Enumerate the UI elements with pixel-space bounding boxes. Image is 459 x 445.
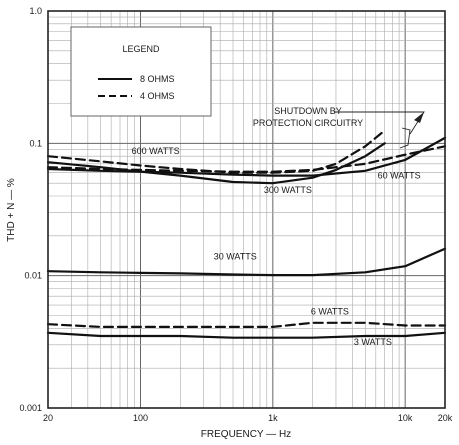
annotation-bracket	[399, 127, 411, 149]
y-tick-label: 0.001	[19, 403, 42, 413]
plot-frame	[47, 10, 446, 409]
legend: LEGEND 8 OHMS 4 OHMS	[70, 26, 212, 117]
series-lines	[46, 129, 447, 339]
y-tick-label: 0.01	[24, 271, 42, 281]
annotation-text: PROTECTION CIRCUITRY	[253, 118, 363, 128]
y-tick-label: 0.1	[29, 138, 42, 148]
x-tick-label: 20	[43, 413, 53, 423]
curve-labels: 600 WATTS 300 WATTS 60 WATTS 30 WATTS 6 WATT…	[132, 146, 421, 347]
x-tick-label: 100	[133, 413, 148, 423]
shutdown-annotation: SHUTDOWN BY PROTECTION CIRCUITRY	[253, 106, 425, 149]
x-tick-label: 1k	[268, 413, 278, 423]
curve-label: 600 WATTS	[132, 146, 180, 156]
x-tick-label: 20k	[438, 413, 453, 423]
series-line	[46, 247, 447, 277]
x-tick-label: 10k	[398, 413, 413, 423]
curve-label: 3 WATTS	[354, 337, 392, 347]
series-line	[46, 331, 447, 339]
x-axis-title: FREQUENCY — Hz	[201, 429, 291, 440]
annotation-text: SHUTDOWN BY	[274, 106, 342, 116]
axis-tick-labels: 20 100 1k 10k 20k 1.0 0.1 0.01 0.001	[19, 6, 452, 423]
series-line	[46, 145, 447, 173]
series-line	[46, 321, 447, 328]
legend-entry-label: 8 OHMS	[140, 74, 175, 84]
legend-title: LEGEND	[122, 44, 160, 54]
legend-entry-label: 4 OHMS	[140, 91, 175, 101]
curve-label: 6 WATTS	[311, 306, 349, 316]
series-line	[46, 136, 447, 177]
curve-label: 60 WATTS	[378, 171, 421, 181]
y-axis-title: THD + N — %	[6, 178, 17, 242]
legend-box	[70, 26, 212, 117]
y-tick-label: 1.0	[29, 6, 42, 16]
curve-label: 30 WATTS	[214, 252, 257, 262]
curve-label: 300 WATTS	[264, 185, 312, 195]
annotation-arrowhead	[414, 112, 424, 123]
